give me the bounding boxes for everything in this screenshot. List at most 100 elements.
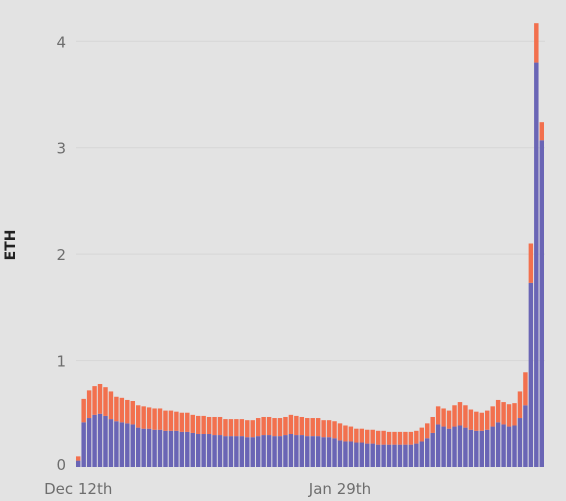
bar-bottom-16: [163, 430, 168, 467]
bar-top-48: [337, 423, 343, 441]
bar-top-62: [414, 430, 419, 444]
gridlines: [76, 40, 545, 362]
y-tick-label-3: 3: [56, 140, 66, 158]
bar-bottom-11: [135, 427, 141, 467]
bar-bottom-48: [337, 440, 343, 467]
bar-bottom-56: [381, 444, 386, 467]
bar-top-32: [250, 420, 255, 438]
bar-top-74: [479, 412, 485, 431]
bar-bottom-24: [206, 434, 212, 467]
bar-bottom-29: [234, 436, 239, 467]
bar-top-71: [463, 405, 468, 428]
bar-top-58: [392, 431, 397, 445]
bar-bottom-65: [430, 432, 435, 467]
bar-top-15: [157, 408, 163, 430]
bar-top-53: [365, 429, 370, 444]
bar-bottom-51: [354, 442, 359, 467]
y-tick-label-4: 4: [56, 33, 66, 51]
bar-top-55: [375, 430, 381, 445]
bar-top-17: [168, 410, 174, 431]
bar-top-11: [135, 405, 141, 428]
bar-top-12: [141, 406, 146, 429]
bar-bottom-80: [512, 425, 517, 467]
bar-top-85: [539, 122, 544, 141]
bar-top-81: [517, 391, 523, 419]
bar-top-23: [201, 415, 206, 434]
bar-bottom-41: [299, 435, 305, 467]
bar-top-18: [174, 411, 179, 431]
bar-bottom-40: [294, 435, 299, 467]
bar-top-30: [239, 419, 245, 437]
bar-top-73: [474, 411, 479, 431]
bar-top-76: [490, 406, 495, 427]
bar-top-0: [76, 456, 81, 461]
bar-top-83: [528, 243, 534, 283]
bar-top-75: [485, 410, 490, 430]
bar-bottom-1: [81, 422, 86, 467]
bar-top-66: [435, 406, 441, 425]
bar-top-27: [223, 419, 228, 437]
bar-top-2: [86, 390, 92, 419]
bars: [76, 23, 544, 467]
y-tick-label-0: 0: [56, 456, 66, 474]
bar-bottom-74: [479, 430, 485, 467]
bar-top-1: [81, 398, 86, 423]
bar-bottom-30: [239, 436, 245, 467]
bar-top-60: [403, 431, 408, 445]
y-axis-title: ETH: [3, 230, 19, 261]
bar-bottom-75: [485, 429, 490, 467]
bar-bottom-19: [179, 431, 185, 467]
bar-bottom-3: [92, 414, 97, 467]
bar-bottom-31: [245, 437, 250, 467]
bar-bottom-61: [408, 444, 414, 467]
bar-top-19: [179, 412, 185, 432]
y-tick-label-2: 2: [56, 246, 66, 264]
bar-top-72: [468, 409, 474, 430]
bar-bottom-35: [266, 435, 272, 467]
bar-bottom-60: [403, 444, 408, 467]
bar-top-77: [495, 399, 501, 423]
bar-top-16: [163, 410, 168, 431]
bar-top-70: [457, 402, 463, 426]
bar-top-56: [381, 430, 386, 445]
bar-bottom-45: [321, 437, 326, 467]
bar-bottom-58: [392, 444, 397, 467]
bar-bottom-4: [97, 413, 103, 467]
bar-top-59: [397, 431, 403, 445]
bar-bottom-84: [534, 62, 539, 467]
bar-bottom-7: [114, 421, 119, 467]
bar-top-13: [146, 407, 152, 429]
y-axis-ticks: 0 1 2 3 4: [56, 33, 66, 474]
bar-top-20: [185, 412, 190, 432]
bar-bottom-72: [468, 429, 474, 467]
bar-top-37: [277, 418, 283, 437]
bar-top-3: [92, 386, 97, 415]
bar-top-22: [195, 415, 201, 434]
bar-top-49: [343, 425, 348, 442]
bar-bottom-5: [103, 415, 108, 467]
bar-top-65: [430, 416, 435, 433]
bar-top-63: [419, 427, 425, 442]
bar-top-29: [234, 419, 239, 437]
bar-top-50: [348, 426, 354, 442]
bar-top-24: [206, 416, 212, 435]
bar-bottom-28: [228, 436, 234, 467]
bar-bottom-9: [125, 423, 130, 467]
bar-bottom-66: [435, 424, 441, 467]
bar-bottom-6: [108, 419, 114, 467]
bar-bottom-81: [517, 418, 523, 467]
bar-top-78: [501, 402, 506, 425]
bar-top-43: [310, 418, 315, 437]
bar-bottom-76: [490, 426, 495, 467]
x-tick-label-1: Jan 29th: [308, 480, 371, 498]
bar-bottom-23: [201, 434, 206, 467]
bar-top-6: [108, 391, 114, 420]
bar-top-10: [130, 401, 135, 425]
x-tick-label-0: Dec 12th: [44, 480, 112, 498]
bar-bottom-78: [501, 424, 506, 467]
bar-bottom-68: [446, 428, 452, 467]
bar-top-35: [266, 416, 272, 436]
bar-bottom-10: [130, 424, 135, 467]
bar-bottom-8: [119, 422, 125, 467]
